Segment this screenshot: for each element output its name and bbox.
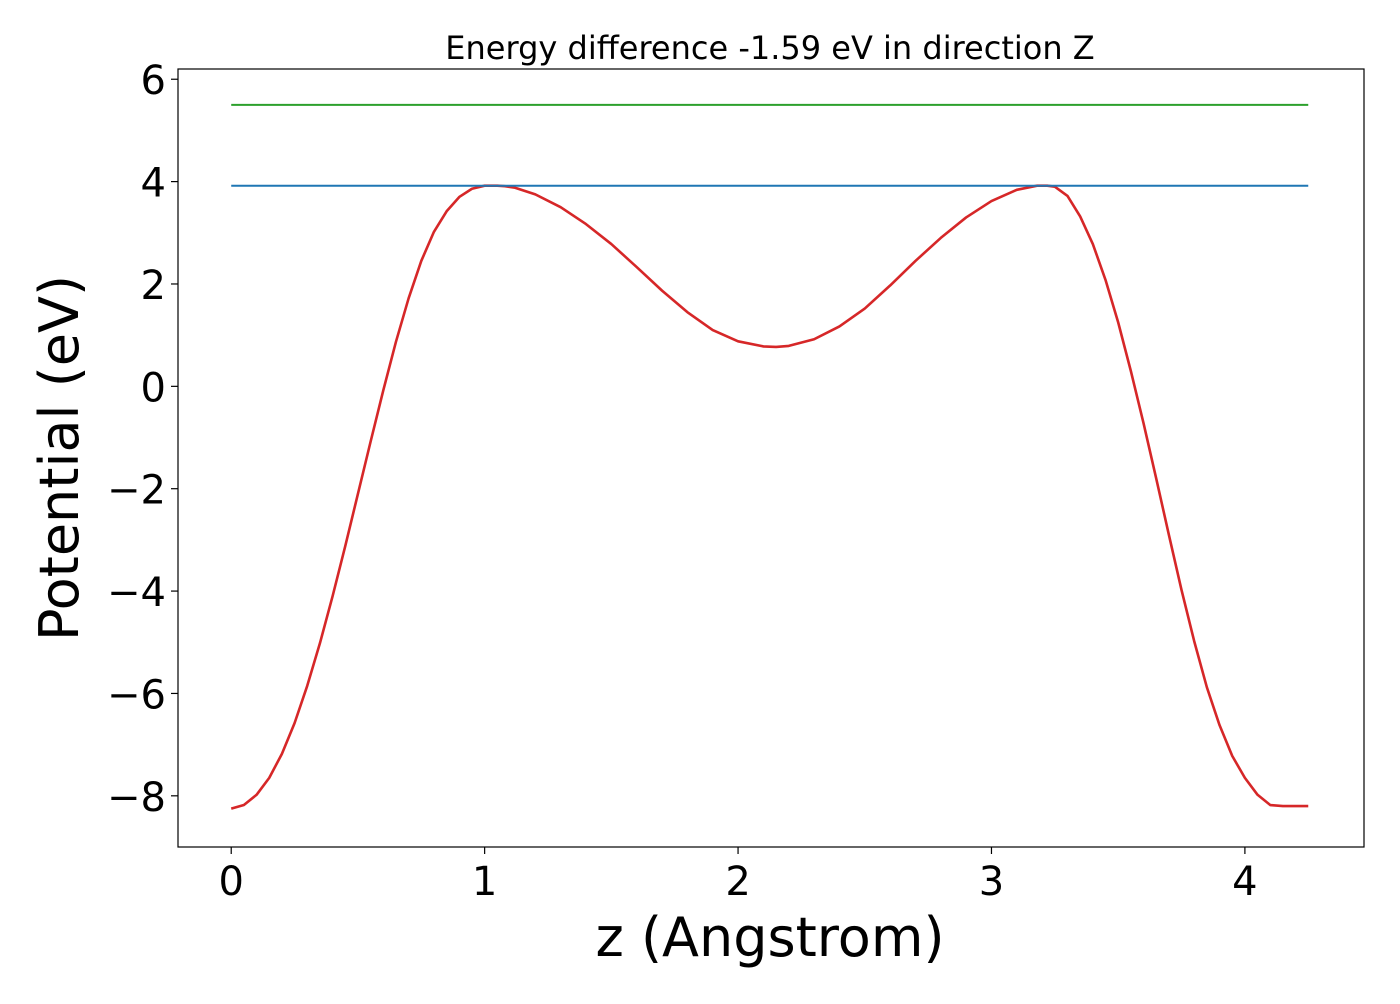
- plot-frame: [177, 68, 1365, 848]
- x-tick-label: 0: [218, 859, 243, 905]
- series-line-0: [230, 184, 1309, 810]
- y-tick-label: 0: [141, 365, 166, 411]
- x-axis-label: z (Angstrom): [595, 906, 944, 969]
- plot-area: [230, 103, 1309, 810]
- x-tick-label: 3: [979, 859, 1004, 905]
- y-tick-label: −8: [107, 775, 166, 821]
- x-axis: 0 1 2 3 4: [218, 847, 1258, 905]
- y-tick-label: 6: [141, 58, 166, 104]
- chart-title: Energy difference -1.59 eV in direction …: [445, 29, 1094, 67]
- y-tick-label: 2: [141, 263, 166, 309]
- y-tick-label: −4: [107, 570, 166, 616]
- y-axis-label: Potential (eV): [28, 275, 91, 641]
- y-axis: −8 −6 −4 −2 0 2 4 6: [107, 58, 178, 821]
- y-tick-label: 4: [141, 161, 166, 207]
- y-tick-label: −2: [107, 468, 166, 514]
- x-tick-label: 2: [725, 859, 750, 905]
- x-tick-label: 4: [1232, 859, 1257, 905]
- x-tick-label: 1: [472, 859, 497, 905]
- y-tick-label: −6: [107, 672, 166, 718]
